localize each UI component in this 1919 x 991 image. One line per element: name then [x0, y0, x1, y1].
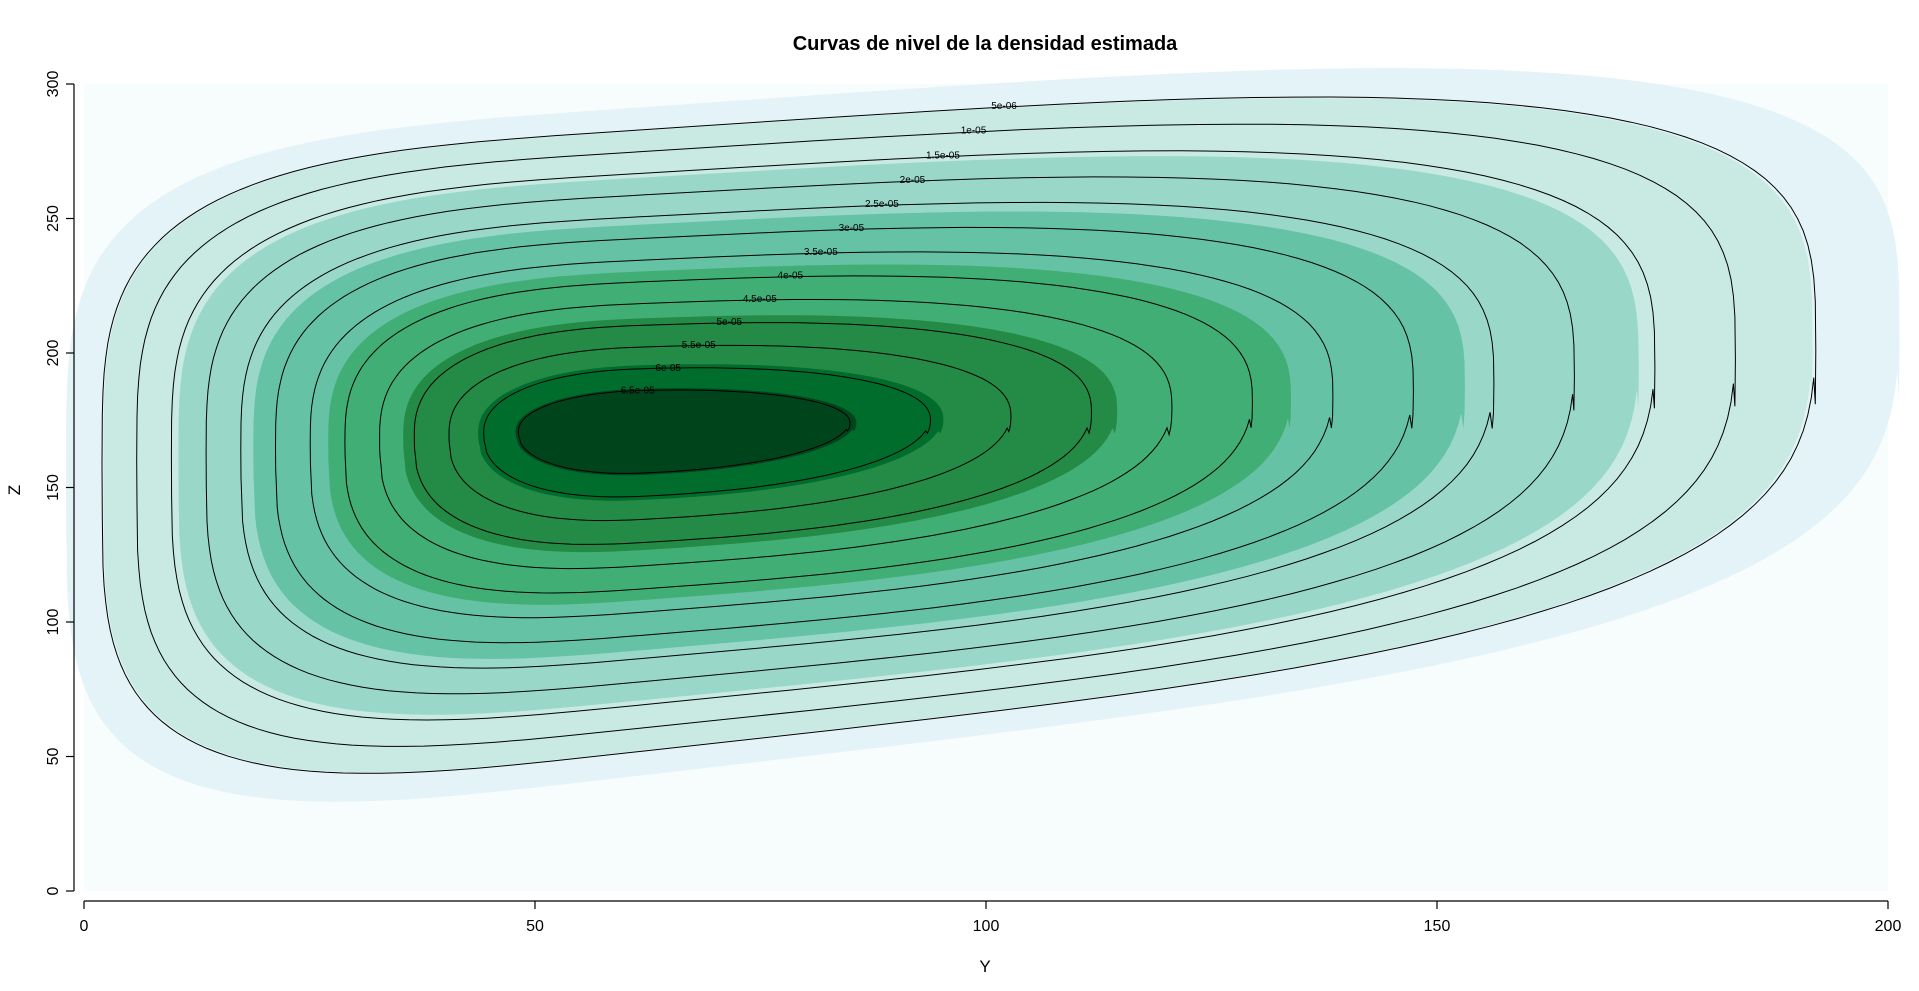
x-tick-label: 150	[1424, 918, 1451, 935]
contour-label: 6.5e-05	[621, 386, 655, 397]
y-tick-label: 150	[45, 474, 62, 501]
contour-label: 3e-05	[839, 223, 865, 234]
contour-label: 2e-05	[900, 175, 926, 186]
density-band	[515, 388, 857, 476]
x-tick-label: 100	[973, 918, 1000, 935]
contour-line	[274, 226, 1414, 644]
contour-label: 4.5e-05	[743, 294, 777, 305]
contour-label: 2.5e-05	[865, 199, 899, 210]
contour-line	[413, 322, 1093, 545]
y-tick-label: 0	[45, 886, 62, 895]
contour-line	[240, 201, 1495, 669]
x-tick-label: 50	[526, 918, 544, 935]
axes-layer: 0 50 100 150 200 0 50 100 150 200 250 300	[45, 71, 1901, 935]
contour-line	[170, 150, 1656, 721]
contour-line	[205, 176, 1575, 695]
contour-line	[448, 344, 1012, 522]
x-tick-label: 0	[80, 918, 89, 935]
contour-line	[344, 275, 1253, 594]
contour-layer: 5e-06 1e-05 1.5e-05 2e-05 2.5e-05 3e-05 3.5e-0…	[66, 68, 1900, 891]
contour-label: 1.5e-05	[926, 150, 960, 161]
contour-label: 1e-05	[961, 126, 987, 137]
contour-line	[136, 123, 1736, 747]
contour-line	[101, 96, 1817, 774]
contour-line	[483, 367, 932, 498]
y-tick-label: 300	[45, 71, 62, 98]
x-tick-label: 200	[1875, 918, 1902, 935]
contour-line	[517, 389, 851, 474]
y-tick-label: 200	[45, 340, 62, 367]
contour-line	[309, 251, 1334, 619]
contour-label: 6e-05	[655, 363, 681, 374]
contour-label: 3.5e-05	[804, 247, 838, 258]
contour-line	[379, 299, 1173, 570]
chart-title: Curvas de nivel de la densidad estimada	[793, 33, 1178, 55]
y-tick-label: 100	[45, 609, 62, 636]
y-tick-label: 50	[45, 748, 62, 766]
contour-label: 5e-06	[991, 101, 1017, 112]
contour-label: 5e-05	[716, 317, 742, 328]
y-axis-label: Z	[5, 485, 24, 495]
y-tick-label: 250	[45, 205, 62, 232]
contour-label: 4e-05	[778, 271, 804, 282]
x-axis-label: Y	[979, 957, 990, 976]
contour-label: 5.5e-05	[682, 340, 716, 351]
